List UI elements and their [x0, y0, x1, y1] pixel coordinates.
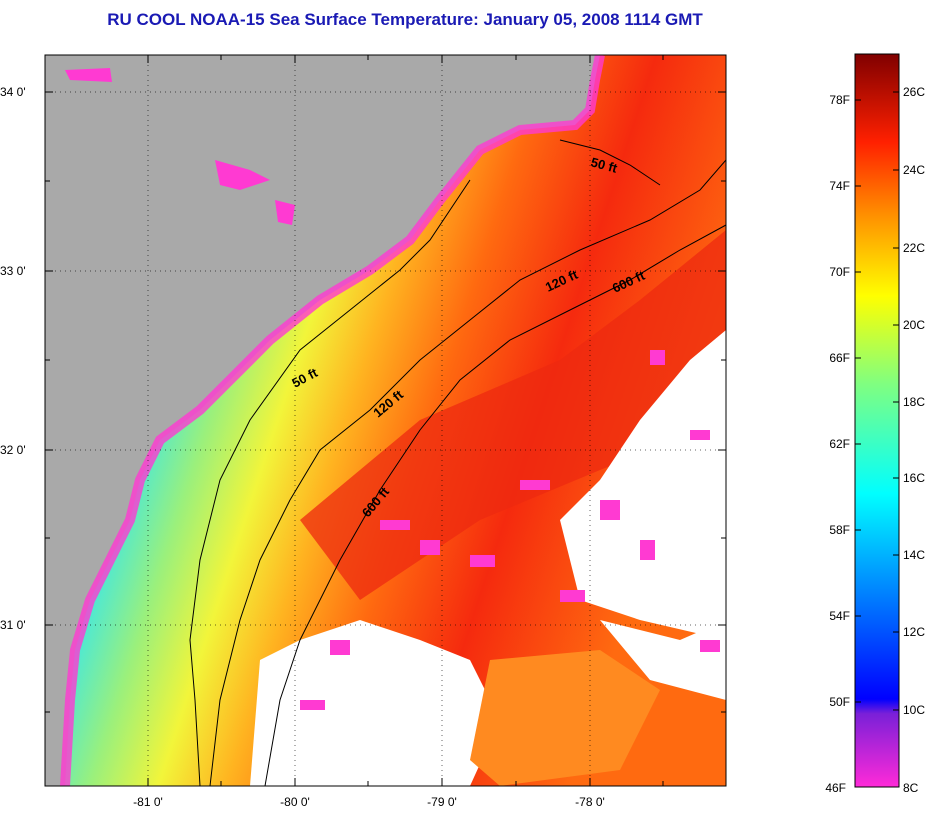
- map-title: RU COOL NOAA-15 Sea Surface Temperature:…: [107, 10, 703, 29]
- isobath-50ft-south: [189, 179, 471, 786]
- cb-f-label: 54F: [829, 609, 850, 623]
- cb-f-label: 78F: [829, 93, 850, 107]
- land-mass: [45, 55, 600, 786]
- cloud-mask-east: [560, 330, 726, 640]
- cb-c-label: 8C: [903, 781, 919, 795]
- graticule: [45, 55, 726, 786]
- cb-c-label: 16C: [903, 471, 925, 485]
- cb-f-label: 50F: [829, 695, 850, 709]
- lat-label-32: 32 0': [0, 443, 26, 457]
- cb-f-label: 74F: [829, 179, 850, 193]
- cb-c-label: 12C: [903, 625, 925, 639]
- isobath-label-50ft-north: 50 ft: [589, 154, 619, 176]
- lon-label-79: -79 0': [427, 795, 457, 809]
- warm-patch-south: [470, 650, 660, 786]
- colorbar-fahrenheit-labels: 78F 74F 70F 66F 62F 58F 54F 50F 46F: [825, 93, 850, 795]
- map-area: 50 ft 50 ft 120 ft 120 ft 600 ft 600 ft: [45, 55, 726, 786]
- lon-label-80: -80 0': [280, 795, 310, 809]
- cb-c-label: 14C: [903, 548, 925, 562]
- cb-c-label: 24C: [903, 163, 925, 177]
- inland-patch-1: [65, 68, 112, 82]
- isobath-600ft: [264, 224, 726, 786]
- lat-label-34: 34 0': [0, 85, 26, 99]
- cb-f-label: 66F: [829, 351, 850, 365]
- inland-patch-2: [215, 160, 270, 190]
- colorbar-ticks: [855, 91, 899, 711]
- cloud-edge-speckles: [300, 350, 720, 710]
- cb-c-label: 10C: [903, 703, 925, 717]
- warm-core-region: [300, 230, 726, 600]
- cloud-mask-southeast: [600, 620, 726, 700]
- lat-label-33: 33 0': [0, 264, 26, 278]
- lon-label-78: -78 0': [575, 795, 605, 809]
- map-frame: [44, 54, 727, 787]
- lat-label-31: 31 0': [0, 618, 26, 632]
- coastal-cold-band: [60, 55, 605, 786]
- inland-patch-3: [275, 200, 295, 225]
- colorbar-celsius-labels: 26C 24C 22C 20C 18C 16C 14C 12C 10C 8C: [903, 85, 925, 795]
- cb-f-label: 58F: [829, 523, 850, 537]
- lon-label-81: -81 0': [133, 795, 163, 809]
- isobath-50ft-north: [559, 139, 661, 186]
- cb-f-label: 62F: [829, 437, 850, 451]
- isobath-120ft: [209, 159, 726, 786]
- cb-f-label: 70F: [829, 265, 850, 279]
- cb-f-label: 46F: [825, 781, 846, 795]
- cb-c-label: 18C: [903, 395, 925, 409]
- axis-ticks: [45, 55, 726, 786]
- cloud-mask-south: [250, 620, 500, 786]
- cb-c-label: 26C: [903, 85, 925, 99]
- colorbar: [854, 53, 900, 788]
- cb-c-label: 20C: [903, 318, 925, 332]
- cb-c-label: 22C: [903, 241, 925, 255]
